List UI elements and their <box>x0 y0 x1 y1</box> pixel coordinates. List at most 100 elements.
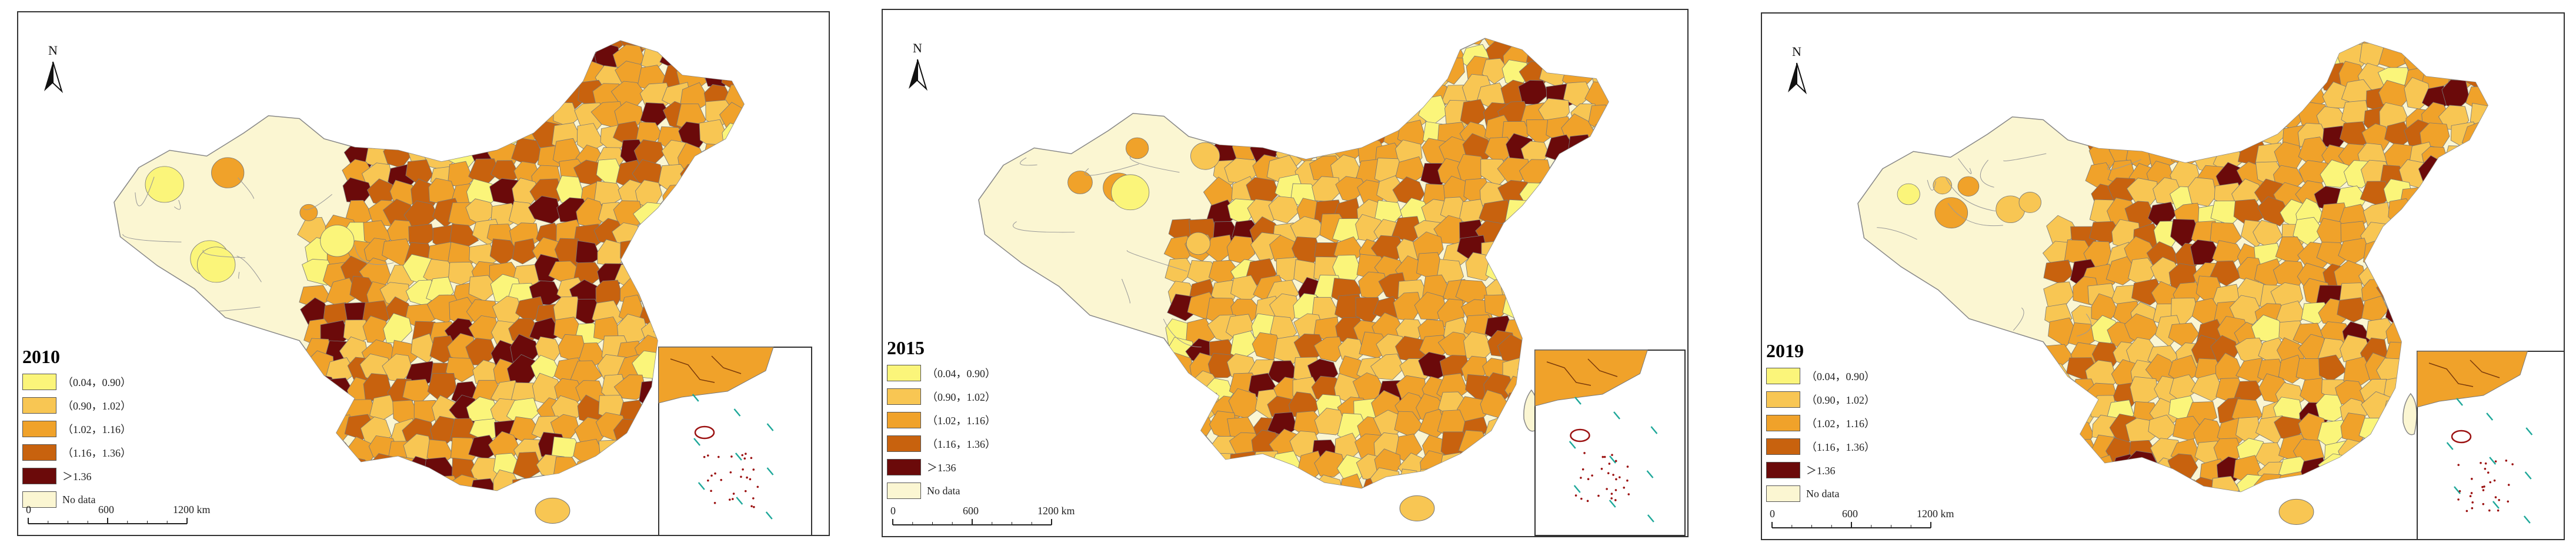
scale-bar-label: 0 <box>1770 508 1775 520</box>
scale-bar <box>28 518 188 524</box>
prefecture-region <box>1268 196 1300 224</box>
province-boundary <box>1126 250 1187 272</box>
province-boundary <box>2107 159 2141 170</box>
scale-bar-label: 600 <box>98 504 114 515</box>
legend-class-5: ＞1.36 <box>22 467 92 485</box>
south-china-sea-inset <box>658 347 812 536</box>
legend-class-3: （1.02，1.16） <box>22 420 131 438</box>
legend-label: （1.02，1.16） <box>1806 418 1875 430</box>
prefecture-region <box>211 157 245 188</box>
map-panel-2019: N 2019 （0.04，0.90） （0.90，1.02） （1.02，1.16） （1… <box>1717 0 2576 559</box>
legend-swatch <box>1766 485 1800 502</box>
scale-bar-label: 1200 km <box>1917 508 1954 520</box>
legend-swatch <box>887 412 921 428</box>
legend-class-2: （0.90，1.02） <box>887 388 996 405</box>
legend-class-1: （0.04，0.90） <box>1766 367 1875 385</box>
north-arrow-icon <box>44 61 64 94</box>
legend-label: （0.04，0.90） <box>1806 371 1875 382</box>
prefecture-region <box>1313 337 1344 362</box>
south-china-sea-inset <box>2417 351 2565 540</box>
legend-label: ＞1.36 <box>62 471 92 483</box>
prefecture-region <box>468 435 500 460</box>
province-boundary <box>1945 177 1996 212</box>
legend-no-data: No data <box>887 482 960 500</box>
prefecture-region <box>1186 232 1211 255</box>
legend-class-4: （1.16，1.36） <box>22 444 131 461</box>
province-boundary <box>202 249 245 258</box>
legend-swatch <box>22 374 56 390</box>
prefecture-region <box>1481 58 1511 85</box>
legend-label: ＞1.36 <box>1806 465 1836 477</box>
legend-swatch <box>22 397 56 414</box>
scale-bar <box>1771 522 1931 528</box>
legend-class-5: ＞1.36 <box>1766 461 1836 479</box>
legend-label: （0.04，0.90） <box>62 377 131 388</box>
province-boundary <box>354 244 394 265</box>
scale-bar-label: 600 <box>1842 508 1858 520</box>
province-boundary <box>2076 314 2092 337</box>
prefecture-region <box>2018 192 2041 213</box>
legend-label: （0.90，1.02） <box>62 400 131 412</box>
legend-swatch <box>1766 415 1800 431</box>
province-boundary <box>1877 227 1917 240</box>
legend-class-1: （0.04，0.90） <box>887 364 996 382</box>
legend-label: ＞1.36 <box>927 462 956 474</box>
prefecture-region <box>2229 295 2263 325</box>
map-panel-2015: N 2015 （0.04，0.90） （0.90，1.02） （1.02，1.16） （1… <box>859 0 1717 559</box>
scale-bar-label: 0 <box>890 505 896 517</box>
scale-bar-label: 600 <box>963 505 979 517</box>
prefecture-region <box>2338 238 2371 265</box>
province-boundary <box>2013 307 2024 331</box>
prefecture-region <box>1164 258 1195 285</box>
hainan-island <box>535 497 570 524</box>
prefecture-region <box>1269 293 1300 321</box>
legend-label: （0.90，1.02） <box>1806 394 1875 406</box>
prefecture-region <box>2257 196 2290 227</box>
scale-bar <box>892 519 1052 525</box>
legend-no-data: No data <box>22 491 95 508</box>
prefecture-region <box>197 247 236 283</box>
legend-swatch <box>1766 368 1800 384</box>
prefecture-region <box>145 166 184 203</box>
prefecture-region <box>1934 197 1968 229</box>
south-china-sea-inset <box>1534 350 1686 536</box>
prefecture-region <box>640 102 670 127</box>
prefecture-region <box>320 225 355 257</box>
hainan-island <box>2278 498 2314 525</box>
legend-swatch <box>887 388 921 405</box>
prefecture-region <box>613 374 647 400</box>
legend-swatch <box>22 468 56 484</box>
legend-swatch <box>1766 391 1800 408</box>
legend-year-title: 2010 <box>22 346 60 367</box>
legend-label: No data <box>62 493 96 505</box>
north-arrow-label: N <box>913 41 922 55</box>
legend-label: （1.02，1.16） <box>62 424 131 435</box>
hainan-island <box>1399 495 1435 521</box>
legend-class-3: （1.02，1.16） <box>1766 414 1875 432</box>
prefecture-region <box>468 275 499 302</box>
legend-swatch <box>22 421 56 437</box>
legend-no-data: No data <box>1766 485 1839 503</box>
prefecture-region <box>1897 183 1920 205</box>
map-panel-2010: N 2010 （0.04，0.90） （0.90，1.02） （1.02，1.16） （1… <box>0 0 859 559</box>
north-arrow-icon <box>1788 62 1807 95</box>
legend-swatch <box>1766 462 1800 478</box>
prefecture-region <box>1067 171 1093 194</box>
province-boundary <box>1958 158 1972 174</box>
province-boundary <box>2003 153 2047 161</box>
legend-label: （0.90，1.02） <box>927 391 996 403</box>
legend-label: （1.16，1.36） <box>927 438 996 450</box>
legend-label: （1.16，1.36） <box>62 447 131 459</box>
province-boundary <box>1927 179 1936 191</box>
prefecture-region <box>1933 176 1952 195</box>
prefecture-region <box>1370 354 1405 380</box>
province-boundary <box>122 234 182 242</box>
legend-swatch <box>22 444 56 461</box>
province-boundary <box>173 199 181 210</box>
prefecture-region <box>299 204 318 221</box>
prefecture-region <box>512 238 537 265</box>
prefecture-region <box>411 333 436 364</box>
scale-bar-label: 1200 km <box>1037 505 1075 517</box>
province-boundary <box>1121 278 1130 304</box>
prefecture-region <box>1111 174 1150 211</box>
